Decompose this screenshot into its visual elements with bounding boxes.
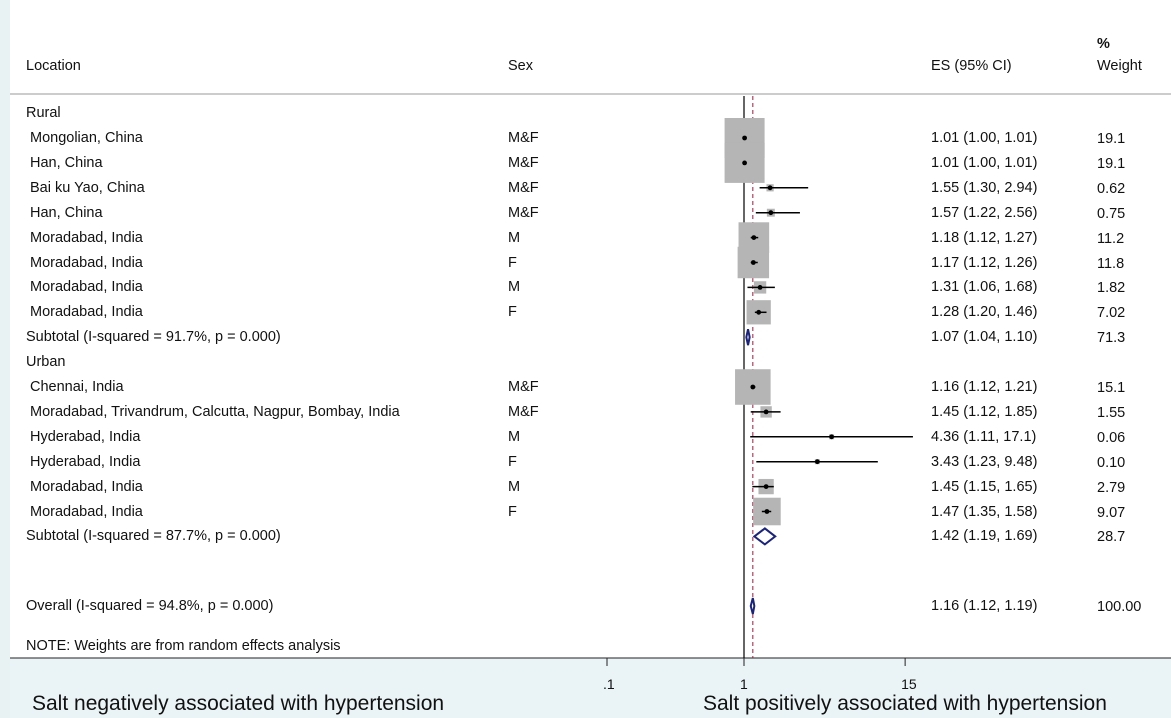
point-estimate <box>756 309 762 315</box>
header-es: ES (95% CI) <box>931 58 1012 74</box>
footer-right-label: Salt positively associated with hyperten… <box>703 692 1107 715</box>
study-sex: F <box>508 453 517 470</box>
point-estimate <box>742 135 747 141</box>
study-sex: M&F <box>508 130 539 146</box>
point-estimate <box>814 459 820 465</box>
subtotal-diamond <box>745 328 751 346</box>
study-location: Han, China <box>30 154 103 171</box>
study-es: 3.43 (1.23, 9.48) <box>931 453 1038 470</box>
point-estimate <box>757 285 763 290</box>
study-sex: M&F <box>508 403 539 420</box>
note-text: NOTE: Weights are from random effects an… <box>26 638 341 654</box>
point-estimate <box>768 210 774 216</box>
study-es: 1.47 (1.35, 1.58) <box>931 503 1038 520</box>
header-location: Location <box>26 58 81 74</box>
study-location: Moradabad, India <box>30 478 143 495</box>
subtotal-weight: 28.7 <box>1097 529 1126 546</box>
study-sex: M <box>508 229 521 246</box>
point-estimate <box>763 484 769 489</box>
study-weight: 0.75 <box>1097 205 1126 222</box>
point-estimate <box>750 384 756 390</box>
study-es: 4.36 (1.11, 17.1) <box>931 428 1037 445</box>
subtotal-label: Subtotal (I-squared = 87.7%, p = 0.000) <box>26 528 281 545</box>
study-es: 1.16 (1.12, 1.21) <box>931 379 1038 395</box>
x-tick-label: 15 <box>901 676 917 692</box>
study-es: 1.17 (1.12, 1.26) <box>931 254 1038 271</box>
study-weight: 1.55 <box>1097 404 1126 421</box>
study-es: 1.45 (1.12, 1.85) <box>931 403 1038 420</box>
study-location: Moradabad, Trivandrum, Calcutta, Nagpur,… <box>30 403 400 420</box>
study-es: 1.18 (1.12, 1.27) <box>931 229 1038 246</box>
point-estimate <box>742 160 747 166</box>
study-es: 1.01 (1.00, 1.01) <box>931 154 1038 171</box>
study-weight: 19.1 <box>1097 131 1126 147</box>
left-margin-bar <box>0 0 10 718</box>
study-es: 1.28 (1.20, 1.46) <box>931 304 1038 321</box>
study-weight: 19.1 <box>1097 155 1126 172</box>
study-weight: 15.1 <box>1097 380 1126 396</box>
header-sex: Sex <box>508 58 533 74</box>
point-estimate <box>829 434 835 440</box>
subtotal-es: 1.07 (1.04, 1.10) <box>931 329 1038 346</box>
study-weight: 11.2 <box>1097 230 1125 247</box>
study-weight: 0.10 <box>1097 454 1126 471</box>
study-es: 1.55 (1.30, 2.94) <box>931 179 1038 196</box>
study-sex: M&F <box>508 379 539 395</box>
study-es: 1.57 (1.22, 2.56) <box>931 204 1038 221</box>
x-tick-label: .1 <box>603 676 615 692</box>
header-weight: Weight <box>1097 58 1142 74</box>
plot-area <box>10 0 1171 658</box>
study-es: 1.01 (1.00, 1.01) <box>931 130 1038 146</box>
overall-weight: 100.00 <box>1097 599 1142 615</box>
overall-diamond <box>749 597 756 615</box>
study-location: Hyderabad, India <box>30 428 141 445</box>
point-estimate <box>751 235 757 241</box>
study-weight: 11.8 <box>1097 255 1125 272</box>
study-sex: F <box>508 503 517 520</box>
study-sex: M&F <box>508 204 539 221</box>
group-label: Rural <box>26 105 61 121</box>
study-weight: 9.07 <box>1097 504 1126 521</box>
study-location: Moradabad, India <box>30 254 143 271</box>
subtotal-weight: 71.3 <box>1097 330 1126 347</box>
study-location: Hyderabad, India <box>30 453 141 470</box>
study-location: Moradabad, India <box>30 304 143 321</box>
study-location: Moradabad, India <box>30 503 143 520</box>
group-label: Urban <box>26 354 66 370</box>
study-weight: 1.82 <box>1097 280 1126 297</box>
header-weight-percent: % <box>1097 36 1110 52</box>
subtotal-diamond <box>752 527 777 546</box>
study-es: 1.45 (1.15, 1.65) <box>931 478 1038 495</box>
study-sex: M&F <box>508 154 539 171</box>
study-location: Moradabad, India <box>30 229 143 246</box>
study-weight: 2.79 <box>1097 479 1126 496</box>
study-sex: F <box>508 254 517 271</box>
study-sex: M <box>508 279 521 296</box>
study-weight: 0.62 <box>1097 180 1126 197</box>
study-location: Moradabad, India <box>30 279 143 296</box>
study-sex: M <box>508 478 521 495</box>
study-location: Mongolian, China <box>30 130 143 146</box>
footer-band <box>10 658 1171 718</box>
study-weight: 7.02 <box>1097 305 1126 322</box>
point-estimate <box>763 409 769 415</box>
point-estimate <box>750 260 756 265</box>
study-weight: 0.06 <box>1097 429 1126 446</box>
study-sex: M&F <box>508 179 539 196</box>
study-location: Bai ku Yao, China <box>30 179 145 196</box>
subtotal-es: 1.42 (1.19, 1.69) <box>931 528 1038 545</box>
study-location: Han, China <box>30 204 103 221</box>
study-sex: M <box>508 428 521 445</box>
subtotal-label: Subtotal (I-squared = 91.7%, p = 0.000) <box>26 329 281 346</box>
x-tick-label: 1 <box>740 676 748 692</box>
point-estimate <box>764 509 770 514</box>
point-estimate <box>767 185 773 191</box>
study-location: Chennai, India <box>30 379 124 395</box>
study-sex: F <box>508 304 517 321</box>
study-es: 1.31 (1.06, 1.68) <box>931 279 1038 296</box>
overall-es: 1.16 (1.12, 1.19) <box>931 598 1038 614</box>
overall-label: Overall (I-squared = 94.8%, p = 0.000) <box>26 598 274 614</box>
footer-left-label: Salt negatively associated with hyperten… <box>32 692 445 715</box>
